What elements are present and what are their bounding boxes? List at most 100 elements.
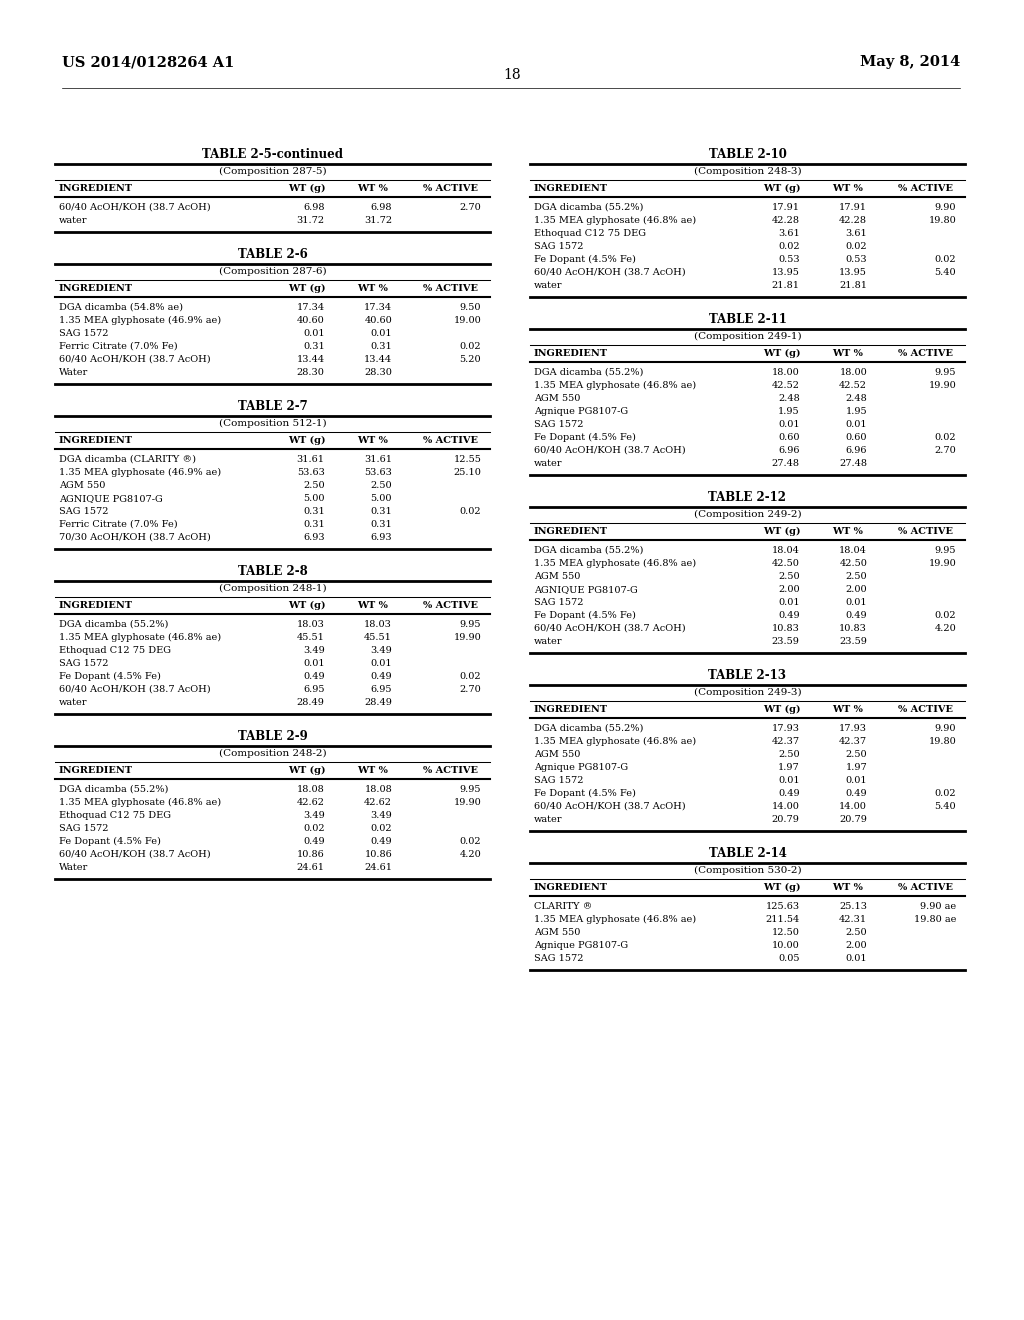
Text: 60/40 AcOH/KOH (38.7 AcOH): 60/40 AcOH/KOH (38.7 AcOH)	[59, 850, 211, 859]
Text: 0.01: 0.01	[778, 598, 800, 607]
Text: Fe Dopant (4.5% Fe): Fe Dopant (4.5% Fe)	[534, 255, 636, 264]
Text: 2.70: 2.70	[460, 203, 481, 213]
Text: 9.95: 9.95	[460, 785, 481, 795]
Text: 5.20: 5.20	[460, 355, 481, 364]
Text: 0.01: 0.01	[846, 954, 867, 964]
Text: WT (g): WT (g)	[288, 436, 326, 445]
Text: 18.08: 18.08	[297, 785, 325, 795]
Text: 17.91: 17.91	[772, 203, 800, 213]
Text: 3.49: 3.49	[371, 645, 392, 655]
Text: % ACTIVE: % ACTIVE	[898, 883, 952, 892]
Text: % ACTIVE: % ACTIVE	[898, 348, 952, 358]
Text: (Composition 248-1): (Composition 248-1)	[219, 583, 327, 593]
Text: 1.95: 1.95	[778, 407, 800, 416]
Text: TABLE 2-12: TABLE 2-12	[709, 491, 786, 504]
Text: INGREDIENT: INGREDIENT	[534, 527, 608, 536]
Text: 0.02: 0.02	[460, 837, 481, 846]
Text: 9.90 ae: 9.90 ae	[921, 902, 956, 911]
Text: water: water	[534, 281, 562, 290]
Text: (Composition 530-2): (Composition 530-2)	[693, 866, 802, 875]
Text: 0.02: 0.02	[460, 342, 481, 351]
Text: 10.83: 10.83	[840, 624, 867, 634]
Text: AGM 550: AGM 550	[534, 928, 581, 937]
Text: Agnique PG8107-G: Agnique PG8107-G	[534, 407, 628, 416]
Text: (Composition 249-1): (Composition 249-1)	[693, 333, 802, 341]
Text: 0.31: 0.31	[371, 342, 392, 351]
Text: DGA dicamba (55.2%): DGA dicamba (55.2%)	[534, 203, 643, 213]
Text: 125.63: 125.63	[766, 902, 800, 911]
Text: AGNIQUE PG8107-G: AGNIQUE PG8107-G	[59, 494, 163, 503]
Text: 0.01: 0.01	[846, 776, 867, 785]
Text: 0.01: 0.01	[371, 329, 392, 338]
Text: INGREDIENT: INGREDIENT	[59, 284, 133, 293]
Text: 1.35 MEA glyphosate (46.9% ae): 1.35 MEA glyphosate (46.9% ae)	[59, 315, 221, 325]
Text: WT (g): WT (g)	[288, 284, 326, 293]
Text: 19.00: 19.00	[454, 315, 481, 325]
Text: 18.00: 18.00	[840, 368, 867, 378]
Text: 17.34: 17.34	[364, 304, 392, 312]
Text: 12.55: 12.55	[454, 455, 481, 465]
Text: 3.49: 3.49	[303, 645, 325, 655]
Text: 5.40: 5.40	[935, 803, 956, 810]
Text: WT (g): WT (g)	[763, 527, 800, 536]
Text: Fe Dopant (4.5% Fe): Fe Dopant (4.5% Fe)	[59, 837, 161, 846]
Text: 9.50: 9.50	[460, 304, 481, 312]
Text: Agnique PG8107-G: Agnique PG8107-G	[534, 763, 628, 772]
Text: 0.49: 0.49	[778, 789, 800, 799]
Text: 19.90: 19.90	[929, 558, 956, 568]
Text: 0.02: 0.02	[935, 255, 956, 264]
Text: Fe Dopant (4.5% Fe): Fe Dopant (4.5% Fe)	[534, 789, 636, 799]
Text: WT %: WT %	[357, 436, 388, 445]
Text: 12.50: 12.50	[772, 928, 800, 937]
Text: 9.95: 9.95	[460, 620, 481, 630]
Text: water: water	[59, 216, 87, 224]
Text: 19.80: 19.80	[929, 216, 956, 224]
Text: 28.30: 28.30	[365, 368, 392, 378]
Text: WT %: WT %	[833, 527, 863, 536]
Text: 20.79: 20.79	[840, 814, 867, 824]
Text: 42.28: 42.28	[839, 216, 867, 224]
Text: % ACTIVE: % ACTIVE	[423, 284, 477, 293]
Text: 28.30: 28.30	[297, 368, 325, 378]
Text: 28.49: 28.49	[297, 698, 325, 708]
Text: Ethoquad C12 75 DEG: Ethoquad C12 75 DEG	[59, 810, 171, 820]
Text: 2.50: 2.50	[846, 572, 867, 581]
Text: DGA dicamba (55.2%): DGA dicamba (55.2%)	[534, 368, 643, 378]
Text: WT %: WT %	[833, 183, 863, 193]
Text: 42.52: 42.52	[839, 381, 867, 389]
Text: % ACTIVE: % ACTIVE	[898, 705, 952, 714]
Text: 19.80 ae: 19.80 ae	[914, 915, 956, 924]
Text: INGREDIENT: INGREDIENT	[534, 348, 608, 358]
Text: (Composition 248-2): (Composition 248-2)	[219, 748, 327, 758]
Text: 0.02: 0.02	[778, 242, 800, 251]
Text: Ferric Citrate (7.0% Fe): Ferric Citrate (7.0% Fe)	[59, 342, 177, 351]
Text: SAG 1572: SAG 1572	[534, 242, 584, 251]
Text: US 2014/0128264 A1: US 2014/0128264 A1	[62, 55, 234, 69]
Text: 4.20: 4.20	[935, 624, 956, 634]
Text: Fe Dopant (4.5% Fe): Fe Dopant (4.5% Fe)	[59, 672, 161, 681]
Text: 17.34: 17.34	[297, 304, 325, 312]
Text: 18.04: 18.04	[840, 546, 867, 554]
Text: WT %: WT %	[357, 183, 388, 193]
Text: 2.50: 2.50	[778, 572, 800, 581]
Text: 13.44: 13.44	[364, 355, 392, 364]
Text: 70/30 AcOH/KOH (38.7 AcOH): 70/30 AcOH/KOH (38.7 AcOH)	[59, 533, 211, 543]
Text: 0.01: 0.01	[846, 420, 867, 429]
Text: 0.01: 0.01	[303, 659, 325, 668]
Text: 10.00: 10.00	[772, 941, 800, 950]
Text: CLARITY ®: CLARITY ®	[534, 902, 592, 911]
Text: WT (g): WT (g)	[763, 705, 800, 714]
Text: 6.98: 6.98	[371, 203, 392, 213]
Text: TABLE 2-8: TABLE 2-8	[238, 565, 307, 578]
Text: 0.02: 0.02	[935, 789, 956, 799]
Text: WT (g): WT (g)	[288, 183, 326, 193]
Text: 19.90: 19.90	[929, 381, 956, 389]
Text: 23.59: 23.59	[772, 638, 800, 645]
Text: % ACTIVE: % ACTIVE	[898, 183, 952, 193]
Text: 19.80: 19.80	[929, 737, 956, 746]
Text: 2.50: 2.50	[371, 480, 392, 490]
Text: 1.35 MEA glyphosate (46.8% ae): 1.35 MEA glyphosate (46.8% ae)	[534, 216, 696, 226]
Text: 18.03: 18.03	[365, 620, 392, 630]
Text: 6.95: 6.95	[303, 685, 325, 694]
Text: TABLE 2-9: TABLE 2-9	[238, 730, 307, 743]
